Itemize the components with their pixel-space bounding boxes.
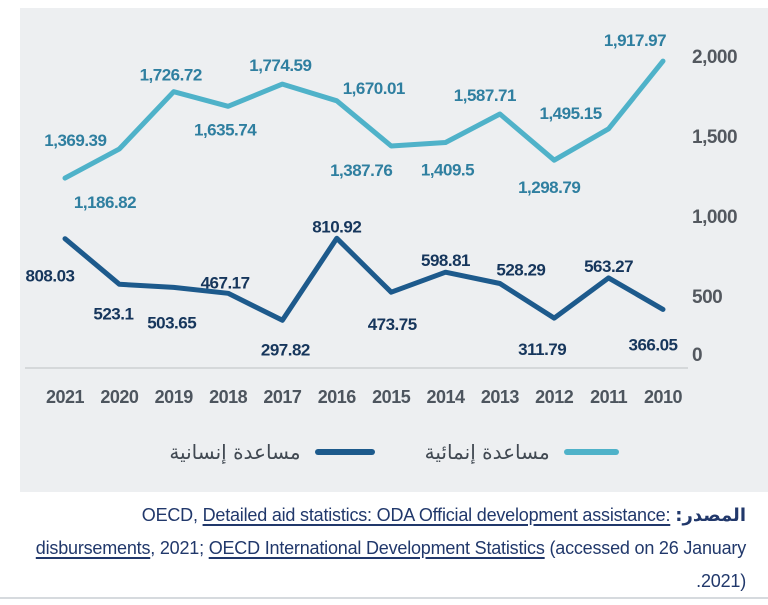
x-axis-year-label: 2021	[46, 387, 85, 407]
chart-panel: 1,186.82 1,369.39 1,726.72 1,635.74 1,774.59…	[20, 8, 768, 492]
aid-line-chart: 1,186.82 1,369.39 1,726.72 1,635.74 1,774.59…	[25, 31, 738, 407]
y-axis-tick-label: 1,000	[692, 207, 737, 228]
y-axis-tick-label: 0	[692, 345, 702, 366]
source-text-segment: OECD,	[141, 505, 676, 525]
data-label: 1,495.15	[540, 104, 602, 123]
data-label: 297.82	[261, 340, 310, 359]
data-label: 810.92	[312, 217, 361, 236]
source-text: المصدر: OECD, Detailed aid statistics: O…	[22, 499, 746, 598]
x-axis-year-label: 2015	[372, 387, 411, 407]
x-axis-year-label: 2011	[590, 387, 628, 407]
data-label: 1,298.79	[518, 178, 580, 197]
x-axis-year-label: 2016	[318, 387, 357, 407]
data-label: 1,186.82	[74, 193, 136, 212]
data-label: 523.1	[93, 304, 133, 323]
source-link[interactable]: Detailed aid statistics: ODA Official de…	[35, 505, 671, 558]
data-label: 1,635.74	[194, 120, 257, 139]
source-text-segment: (accessed on 26 January 2021).	[544, 538, 746, 591]
legend-swatch-humanitarian-aid	[314, 449, 375, 455]
legend-swatch-development-aid	[563, 449, 619, 455]
data-label: 1,726.72	[140, 66, 202, 85]
data-label: 563.27	[584, 257, 633, 276]
x-axis-year-label: 2013	[481, 387, 520, 407]
x-axis-year-label: 2018	[209, 387, 248, 407]
chart-legend: مساعدة إنمائية مساعدة إنسانية	[20, 432, 768, 472]
legend-label-humanitarian-aid: مساعدة إنسانية	[169, 440, 301, 464]
y-axis-tick-label: 500	[692, 287, 722, 308]
series-line-0	[62, 58, 666, 181]
y-axis-tick-label: 1,500	[692, 127, 737, 148]
series-line-1	[62, 235, 666, 323]
data-label: 808.03	[26, 267, 75, 286]
x-axis-year-label: 2017	[263, 387, 302, 407]
bottom-divider	[0, 597, 768, 599]
y-axis-tick-label: 2,000	[692, 47, 737, 68]
data-label: 598.81	[421, 251, 470, 270]
x-axis-year-label: 2019	[155, 387, 194, 407]
data-label: 1,670.01	[343, 79, 405, 98]
data-label: 1,387.76	[330, 161, 392, 180]
legend-label-development-aid: مساعدة إنمائية	[424, 440, 550, 464]
legend-item-development-aid: مساعدة إنمائية	[425, 440, 619, 464]
data-label: 467.17	[201, 273, 250, 292]
source-note: المصدر: OECD, Detailed aid statistics: O…	[22, 499, 746, 598]
x-axis-year-label: 2012	[535, 387, 574, 407]
data-label: 1,409.5	[421, 161, 474, 180]
source-text-segment: المصدر:	[675, 505, 746, 526]
data-label: 503.65	[147, 313, 196, 332]
data-label: 1,917.97	[604, 31, 666, 50]
source-link[interactable]: OECD International Development Statistic…	[208, 538, 545, 558]
legend-item-humanitarian-aid: مساعدة إنسانية	[169, 440, 375, 464]
x-axis-year-label: 2014	[426, 387, 465, 407]
data-label: 1,369.39	[44, 131, 106, 150]
data-label: 473.75	[368, 315, 417, 334]
data-label: 1,774.59	[249, 56, 311, 75]
data-label: 1,587.71	[454, 86, 516, 105]
x-axis-year-label: 2020	[100, 387, 139, 407]
data-label: 366.05	[629, 335, 678, 354]
data-label: 528.29	[496, 261, 545, 280]
source-text-segment: , 2021;	[150, 538, 209, 558]
x-axis-year-label: 2010	[644, 387, 683, 407]
data-label: 311.79	[518, 340, 566, 359]
